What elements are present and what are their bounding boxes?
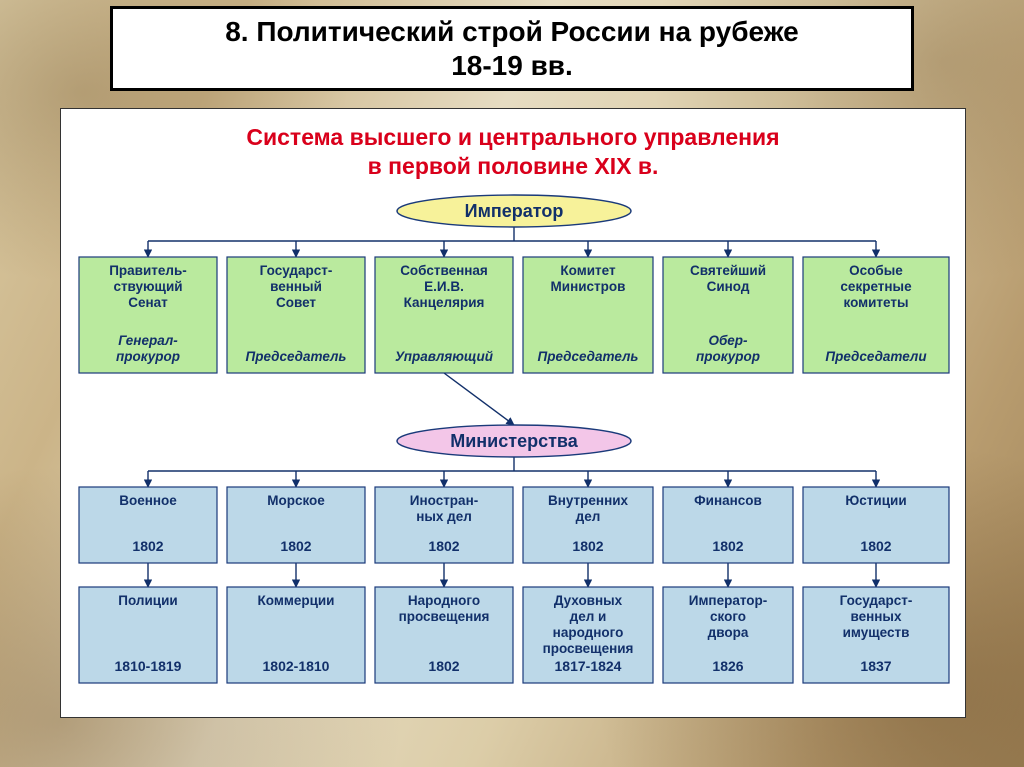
- svg-text:Синод: Синод: [707, 279, 750, 294]
- svg-text:прокурор: прокурор: [696, 349, 760, 364]
- page-title-box: 8. Политический строй России на рубеже 1…: [110, 6, 914, 91]
- svg-text:1802: 1802: [280, 538, 311, 554]
- svg-text:просвещения: просвещения: [543, 641, 634, 656]
- emperor-node: Император: [397, 195, 631, 227]
- ministries-node: Министерства: [397, 425, 631, 457]
- svg-text:Комитет: Комитет: [560, 263, 616, 278]
- svg-text:Коммерции: Коммерции: [258, 593, 335, 608]
- svg-text:Святейший: Святейший: [690, 263, 766, 278]
- svg-text:Финансов: Финансов: [694, 493, 762, 508]
- tier1-node-0: Правитель-ствующийСенат Генерал-прокурор: [79, 257, 217, 373]
- svg-text:Военное: Военное: [119, 493, 177, 508]
- svg-text:1817-1824: 1817-1824: [555, 658, 622, 674]
- svg-text:Юстиции: Юстиции: [845, 493, 906, 508]
- tier2-node-3: Внутреннихдел 1802: [523, 487, 653, 563]
- svg-text:Особые: Особые: [849, 263, 903, 278]
- page-title-line2: 18-19 вв.: [133, 49, 891, 83]
- svg-text:1837: 1837: [860, 658, 891, 674]
- svg-text:венных: венных: [851, 609, 902, 624]
- svg-text:двора: двора: [708, 625, 749, 640]
- tier1-node-5: Особыесекретныекомитеты Председатели: [803, 257, 949, 373]
- svg-text:Председатели: Председатели: [825, 349, 927, 364]
- svg-text:1802: 1802: [712, 538, 743, 554]
- svg-text:Духовных: Духовных: [554, 593, 623, 608]
- tier3-node-4: Император-скогодвора 1826: [663, 587, 793, 683]
- svg-text:Е.И.В.: Е.И.В.: [424, 279, 464, 294]
- svg-text:секретные: секретные: [840, 279, 912, 294]
- tier1-node-4: СвятейшийСинод Обер-прокурор: [663, 257, 793, 373]
- svg-text:Морское: Морское: [267, 493, 325, 508]
- svg-text:1802: 1802: [428, 538, 459, 554]
- svg-text:Полиции: Полиции: [118, 593, 177, 608]
- svg-text:Собственная: Собственная: [400, 263, 488, 278]
- svg-text:Председатель: Председатель: [538, 349, 639, 364]
- chart-frame: Система высшего и центрального управлени…: [60, 108, 966, 718]
- tier2-node-0: Военное 1802: [79, 487, 217, 563]
- svg-text:народного: народного: [553, 625, 624, 640]
- svg-text:1802: 1802: [428, 658, 459, 674]
- tier3-node-1: Коммерции 1802-1810: [227, 587, 365, 683]
- tier2-node-5: Юстиции 1802: [803, 487, 949, 563]
- tier3-node-2: Народногопросвещения 1802: [375, 587, 513, 683]
- svg-text:Император-: Император-: [689, 593, 768, 608]
- svg-text:1802-1810: 1802-1810: [263, 658, 330, 674]
- svg-text:Император: Император: [465, 201, 564, 221]
- svg-text:Управляющий: Управляющий: [395, 349, 494, 364]
- tier2-node-1: Морское 1802: [227, 487, 365, 563]
- tier3-node-5: Государст-венныхимуществ 1837: [803, 587, 949, 683]
- svg-text:дел: дел: [576, 509, 601, 524]
- svg-text:Народного: Народного: [408, 593, 480, 608]
- tier3-node-3: Духовныхдел инародногопросвещения 1817-18…: [523, 587, 653, 683]
- svg-text:просвещения: просвещения: [399, 609, 490, 624]
- svg-text:Генерал-: Генерал-: [118, 333, 178, 348]
- svg-text:прокурор: прокурор: [116, 349, 180, 364]
- tier2-node-2: Иностран-ных дел 1802: [375, 487, 513, 563]
- svg-text:ных дел: ных дел: [416, 509, 472, 524]
- svg-text:1802: 1802: [132, 538, 163, 554]
- tier1-node-3: КомитетМинистров Председатель: [523, 257, 653, 373]
- svg-text:дел и: дел и: [570, 609, 607, 624]
- svg-text:Министров: Министров: [551, 279, 626, 294]
- svg-text:1810-1819: 1810-1819: [115, 658, 182, 674]
- svg-text:Обер-: Обер-: [708, 333, 748, 348]
- page-title-line1: 8. Политический строй России на рубеже: [133, 15, 891, 49]
- tier1-node-2: СобственнаяЕ.И.В.Канцелярия Управляющий: [375, 257, 513, 373]
- svg-text:Правитель-: Правитель-: [109, 263, 187, 278]
- svg-text:Государст-: Государст-: [840, 593, 913, 608]
- tier2-node-4: Финансов 1802: [663, 487, 793, 563]
- svg-text:Совет: Совет: [276, 295, 316, 310]
- svg-text:ствующий: ствующий: [113, 279, 182, 294]
- svg-text:1802: 1802: [572, 538, 603, 554]
- svg-text:Государст-: Государст-: [260, 263, 333, 278]
- tier3-node-0: Полиции 1810-1819: [79, 587, 217, 683]
- org-chart-svg: Император Правитель-ствующийСенат Генерал-…: [61, 109, 967, 719]
- svg-text:Председатель: Председатель: [246, 349, 347, 364]
- svg-text:имуществ: имуществ: [843, 625, 910, 640]
- svg-text:Внутренних: Внутренних: [548, 493, 629, 508]
- svg-text:венный: венный: [270, 279, 322, 294]
- svg-text:1802: 1802: [860, 538, 891, 554]
- svg-text:Канцелярия: Канцелярия: [404, 295, 485, 310]
- svg-text:ского: ского: [710, 609, 746, 624]
- tier1-node-1: Государст-венныйСовет Председатель: [227, 257, 365, 373]
- svg-text:Министерства: Министерства: [450, 431, 578, 451]
- svg-text:Иностран-: Иностран-: [410, 493, 478, 508]
- svg-text:комитеты: комитеты: [843, 295, 908, 310]
- svg-text:Сенат: Сенат: [128, 295, 168, 310]
- svg-text:1826: 1826: [712, 658, 743, 674]
